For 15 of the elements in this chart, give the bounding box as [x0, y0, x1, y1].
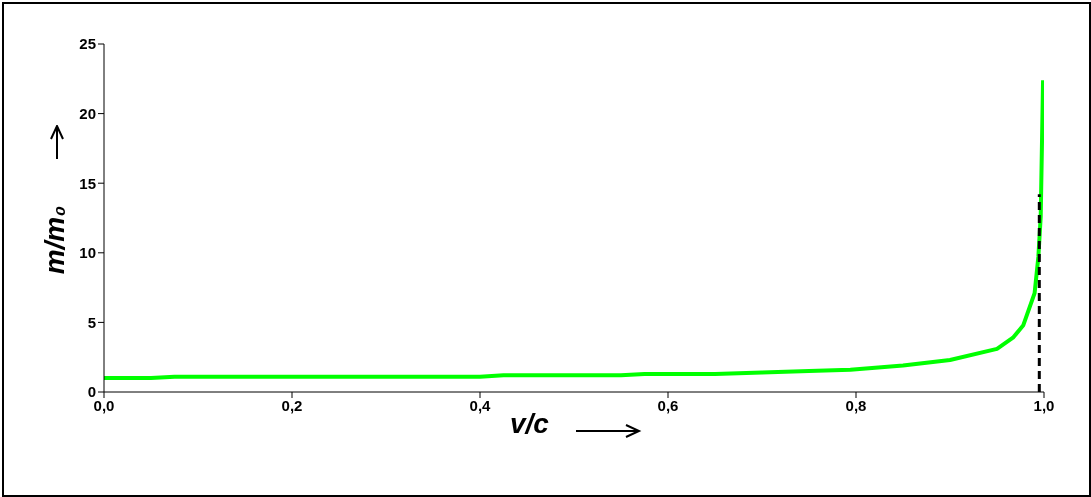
- y-tick-label: 0: [87, 383, 96, 401]
- x-tick-label: 0,8: [845, 396, 867, 414]
- line-series: [104, 78, 1044, 381]
- y-tick-label: 15: [79, 174, 96, 192]
- x-tick-label: 0,2: [281, 396, 303, 414]
- x-axis-title: v/c: [510, 408, 549, 440]
- x-tick-label: 0,4: [469, 396, 492, 414]
- x-tick-label: 1,0: [1033, 396, 1055, 414]
- x-tick-label: 0,0: [93, 396, 115, 414]
- y-tick-label: 5: [87, 313, 96, 331]
- x-tick-label: 0,6: [657, 396, 679, 414]
- y-tick-label: 20: [79, 104, 96, 122]
- y-tick-label: 25: [79, 35, 96, 53]
- y-axis-title: m/m₀: [39, 205, 71, 275]
- y-tick-label: 10: [79, 244, 96, 262]
